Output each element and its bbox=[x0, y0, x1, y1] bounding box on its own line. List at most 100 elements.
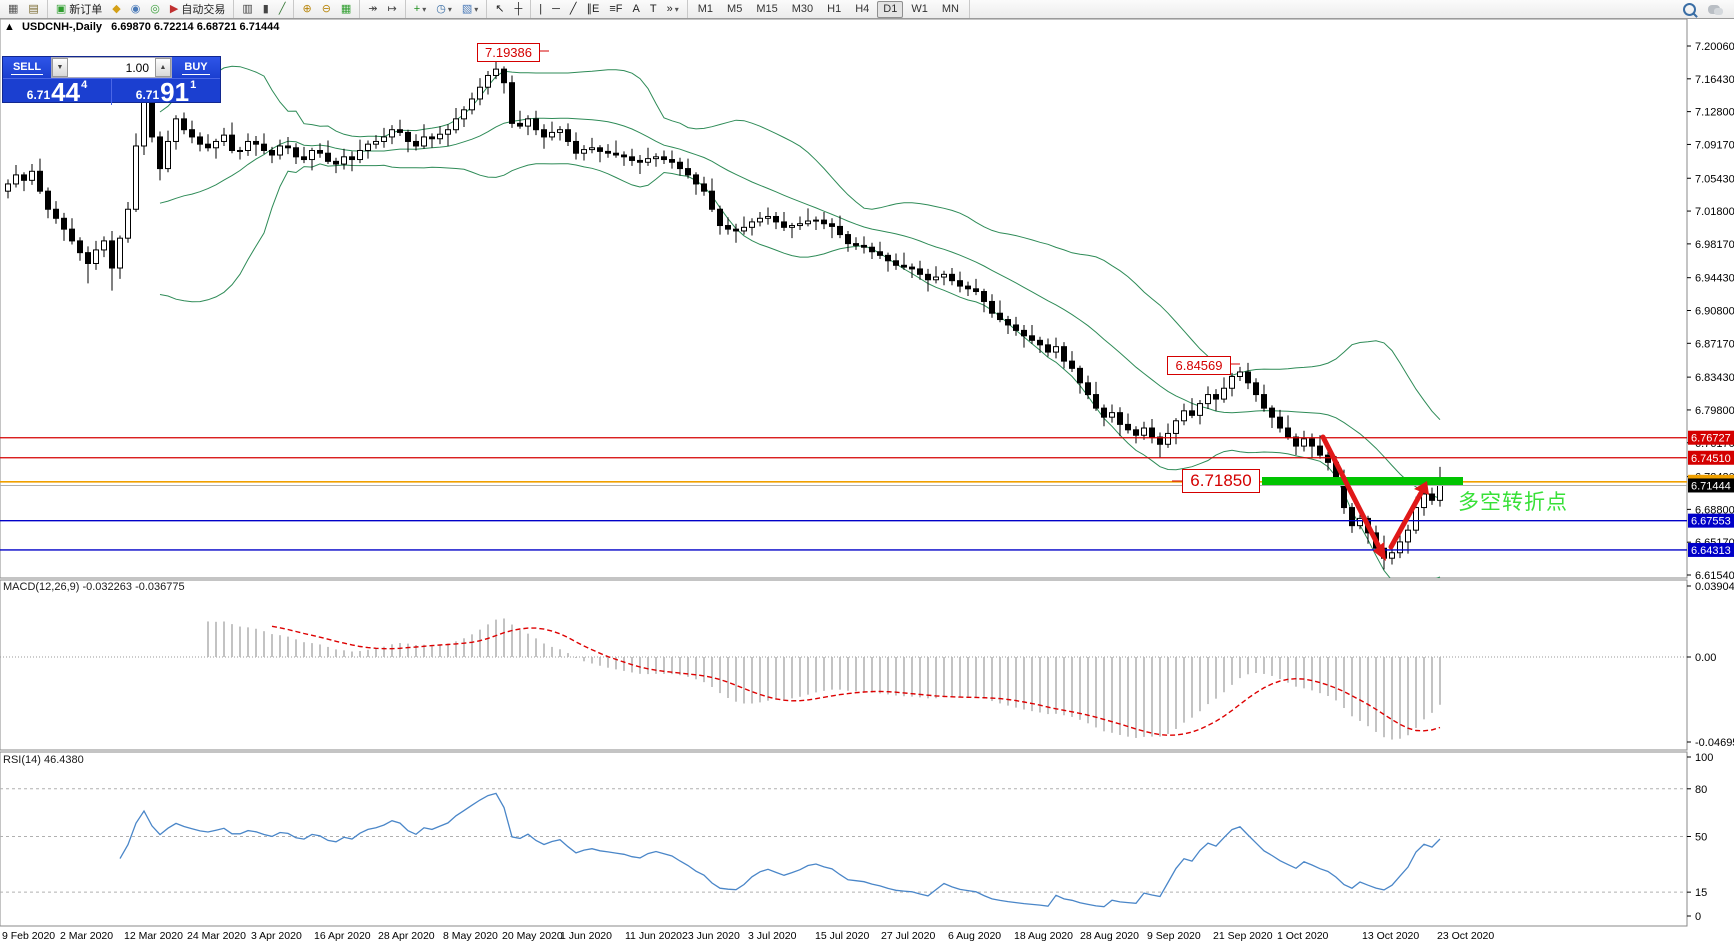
macd-pane[interactable] bbox=[0, 579, 1688, 751]
candle bbox=[997, 312, 1003, 321]
community-chat-icon[interactable] bbox=[1708, 4, 1723, 15]
fibonacci-icon[interactable]: ≡F bbox=[605, 0, 626, 18]
horizontal-line-icon[interactable]: ─ bbox=[548, 0, 564, 18]
candlestick-chart-icon[interactable]: ▮ bbox=[259, 0, 273, 18]
candle bbox=[1005, 319, 1011, 326]
date-label: 23 Jun 2020 bbox=[682, 930, 740, 942]
line-chart-icon[interactable]: ╱ bbox=[275, 0, 290, 18]
candle bbox=[1181, 410, 1187, 422]
timeframe-m5[interactable]: M5 bbox=[727, 2, 743, 15]
volume-value[interactable]: 1.00 bbox=[68, 58, 155, 77]
candle bbox=[317, 149, 323, 154]
trendline-icon[interactable]: ╱ bbox=[566, 0, 581, 18]
indicators-add-icon[interactable]: + ▾ bbox=[410, 0, 430, 18]
down-arrow[interactable] bbox=[1320, 434, 1383, 552]
chart-window-icon[interactable]: ▦ bbox=[4, 0, 22, 18]
new-order-button[interactable]: ▣ 新订单 bbox=[52, 0, 106, 18]
crosshair-icon[interactable]: ┼ bbox=[510, 0, 526, 18]
candle bbox=[45, 190, 51, 210]
dropdown-caret-icon[interactable]: ▾ bbox=[474, 4, 479, 14]
autotrading-button-label: 自动交易 bbox=[181, 4, 226, 16]
candle bbox=[1069, 360, 1075, 369]
profile-icon[interactable]: ◉ bbox=[127, 0, 145, 18]
candle bbox=[125, 208, 131, 239]
chart-shift-icon[interactable]: ↦ bbox=[384, 0, 401, 18]
autotrading-button[interactable]: ▶ 自动交易 bbox=[166, 0, 229, 18]
date-axis[interactable]: 9 Feb 2020 2 Mar 2020 12 Mar 2020 24 Mar 20… bbox=[2, 930, 1494, 942]
price-axis[interactable]: 7.20060 7.16430 7.12800 7.09170 7.05430 7.018… bbox=[1687, 41, 1734, 923]
candle bbox=[901, 264, 907, 268]
candle bbox=[565, 129, 571, 142]
date-label: 3 Apr 2020 bbox=[251, 930, 302, 942]
buy-button[interactable]: BUY bbox=[172, 57, 220, 78]
date-label: 9 Sep 2020 bbox=[1147, 930, 1201, 942]
timeframe-w1[interactable]: W1 bbox=[911, 2, 928, 15]
candle bbox=[1325, 454, 1331, 463]
signals-icon[interactable]: ◎ bbox=[146, 0, 164, 18]
cursor-icon[interactable]: ↖ bbox=[491, 0, 508, 18]
price-label-key[interactable]: 6.71850 bbox=[1182, 469, 1260, 493]
timeframe-d1[interactable]: D1 bbox=[877, 0, 904, 18]
candle bbox=[1277, 416, 1283, 429]
turning-point-annotation[interactable]: 多空转折点 bbox=[1458, 491, 1568, 514]
volume-increase-button[interactable]: ▲ bbox=[155, 58, 171, 77]
candle bbox=[61, 217, 67, 230]
vertical-line-icon[interactable]: | bbox=[535, 0, 546, 18]
periods-icon[interactable]: ◷ ▾ bbox=[432, 0, 456, 18]
styles-icon: ◆ bbox=[112, 3, 121, 15]
sell-button[interactable]: SELL bbox=[3, 57, 51, 78]
price-badge-label: 6.71444 bbox=[1691, 480, 1731, 492]
candle bbox=[957, 280, 963, 287]
price-badge bbox=[1688, 478, 1734, 493]
candle bbox=[277, 145, 283, 156]
timeframe-h4[interactable]: H4 bbox=[855, 2, 870, 15]
timeframe-mn[interactable]: MN bbox=[941, 2, 959, 15]
price-label-rebound[interactable]: 6.84569 bbox=[1167, 356, 1231, 375]
ohlc-values: 6.69870 6.72214 6.68721 6.71444 bbox=[111, 21, 280, 33]
sell-price[interactable]: 6.71 44 4 bbox=[3, 79, 112, 105]
auto-scroll-icon[interactable]: ↠ bbox=[364, 0, 381, 18]
timeframe-m1[interactable]: M1 bbox=[697, 2, 714, 15]
candle bbox=[293, 147, 299, 158]
timeframe-m30[interactable]: M30 bbox=[791, 2, 814, 15]
candle bbox=[53, 208, 59, 219]
candle bbox=[373, 140, 379, 145]
timeframe-h1[interactable]: H1 bbox=[827, 2, 842, 15]
cursor-icon: ↖ bbox=[495, 3, 505, 15]
candle bbox=[181, 118, 187, 131]
templates-icon[interactable]: ▧ ▾ bbox=[458, 0, 482, 18]
candle bbox=[1413, 507, 1419, 531]
text-label-icon: T bbox=[649, 3, 657, 15]
candle bbox=[949, 273, 955, 282]
text-icon[interactable]: A bbox=[629, 0, 644, 18]
price-badge-label: 6.76727 bbox=[1691, 433, 1731, 445]
collapse-marker-icon[interactable]: ▲ bbox=[4, 21, 15, 33]
volume-decrease-button[interactable]: ▼ bbox=[52, 58, 68, 77]
rsi-layer bbox=[0, 788, 1687, 908]
price-tick-label: 7.01800 bbox=[1695, 206, 1734, 218]
candle bbox=[1269, 407, 1275, 418]
bar-chart-icon[interactable]: ▥ bbox=[238, 0, 256, 18]
equidistant-channel-icon[interactable]: ∥E bbox=[583, 0, 604, 18]
dropdown-caret-icon[interactable]: ▾ bbox=[674, 4, 679, 14]
dropdown-caret-icon[interactable]: ▾ bbox=[447, 4, 452, 14]
timeframe-m15[interactable]: M15 bbox=[756, 2, 778, 15]
rsi-pane[interactable] bbox=[0, 751, 1688, 927]
arrows-icon[interactable]: » ▾ bbox=[663, 0, 683, 18]
zoom-out-icon[interactable]: ⊖ bbox=[318, 0, 335, 18]
buy-price[interactable]: 6.71 91 1 bbox=[135, 77, 197, 107]
price-label-high[interactable]: 7.19386 bbox=[477, 43, 540, 62]
search-icon[interactable] bbox=[1683, 2, 1696, 16]
zoom-in-icon[interactable]: ⊕ bbox=[298, 0, 315, 18]
dropdown-caret-icon[interactable]: ▾ bbox=[422, 4, 427, 14]
candle bbox=[773, 215, 779, 223]
candle bbox=[413, 140, 419, 147]
up-arrow[interactable] bbox=[1388, 490, 1424, 550]
print-preview-icon[interactable]: ▤ bbox=[24, 0, 42, 18]
styles-icon[interactable]: ◆ bbox=[108, 0, 124, 18]
candle bbox=[109, 240, 115, 269]
text-icon: A bbox=[632, 3, 640, 15]
tile-windows-icon[interactable]: ▦ bbox=[337, 0, 355, 18]
text-label-icon[interactable]: T bbox=[646, 0, 661, 18]
